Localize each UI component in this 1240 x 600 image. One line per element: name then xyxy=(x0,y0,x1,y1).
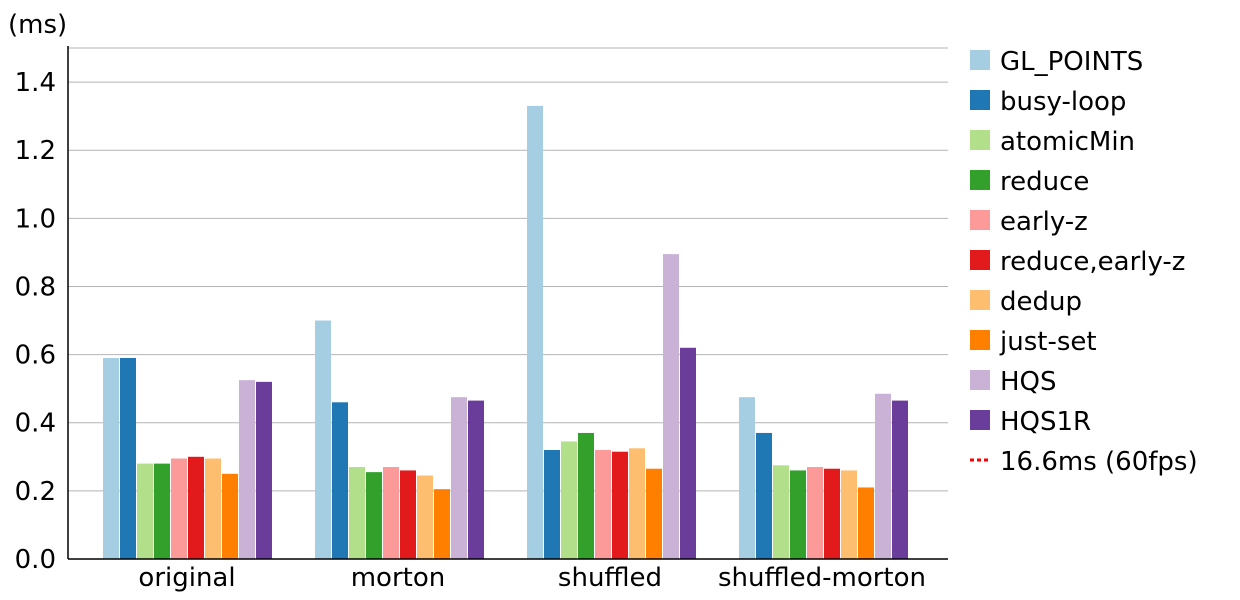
legend-label: reduce xyxy=(1000,167,1089,197)
legend-label: busy-loop xyxy=(1000,87,1126,117)
bar-just-set-original xyxy=(222,473,238,559)
legend-swatch xyxy=(970,90,990,110)
bar-busy-loop-shuffled xyxy=(544,449,560,559)
x-category-label: shuffled-morton xyxy=(718,563,926,593)
legend-label: atomicMin xyxy=(1000,127,1135,157)
bar-just-set-shuffled xyxy=(646,468,662,559)
bar-reduce-early-z-original xyxy=(188,456,204,559)
legend-swatch xyxy=(970,410,990,430)
bar-hqs1r-shuffled-morton xyxy=(892,400,908,559)
bar-reduce-shuffled xyxy=(578,432,594,559)
bar-hqs1r-morton xyxy=(468,400,484,559)
y-tick-label: 0.6 xyxy=(15,341,56,371)
bar-reduce-shuffled-morton xyxy=(790,470,806,559)
legend-label: GL_POINTS xyxy=(1000,47,1143,77)
legend-swatch xyxy=(970,330,990,350)
x-category-label: original xyxy=(138,563,235,593)
bar-hqs-original xyxy=(239,380,255,559)
legend-swatch xyxy=(970,130,990,150)
bar-reduce-early-z-shuffled-morton xyxy=(824,468,840,559)
bars xyxy=(103,105,908,559)
bar-dedup-morton xyxy=(417,475,433,559)
legend-label: just-set xyxy=(999,327,1097,357)
legend-swatch xyxy=(970,170,990,190)
bar-reduce-early-z-shuffled xyxy=(612,451,628,559)
y-tick-label: 0.4 xyxy=(15,409,56,439)
bar-reduce-early-z-morton xyxy=(400,470,416,559)
legend-label: HQS xyxy=(1000,367,1057,397)
bar-gl-points-shuffled-morton xyxy=(739,397,755,559)
bar-atomicmin-shuffled-morton xyxy=(773,465,789,559)
bar-just-set-morton xyxy=(434,489,450,559)
y-tick-label: 0.8 xyxy=(15,272,56,302)
legend-swatch xyxy=(970,50,990,70)
bar-hqs-morton xyxy=(451,397,467,559)
y-tick-label: 0.2 xyxy=(15,477,56,507)
bar-gl-points-morton xyxy=(315,320,331,559)
bar-dedup-original xyxy=(205,458,221,559)
legend-swatch xyxy=(970,370,990,390)
y-tick-label: 1.2 xyxy=(15,136,56,166)
y-unit-label: (ms) xyxy=(8,10,67,40)
legend-label: early-z xyxy=(1000,207,1088,237)
legend-label-reference: 16.6ms (60fps) xyxy=(1000,447,1198,477)
legend-swatch xyxy=(970,250,990,270)
bar-atomicmin-shuffled xyxy=(561,441,577,559)
x-category-label: morton xyxy=(351,563,446,593)
bar-hqs-shuffled-morton xyxy=(875,393,891,559)
bar-reduce-original xyxy=(154,463,170,559)
y-tick-label: 1.0 xyxy=(15,204,56,234)
y-tick-label: 0.0 xyxy=(15,545,56,575)
bar-early-z-shuffled-morton xyxy=(807,467,823,559)
bar-early-z-morton xyxy=(383,467,399,559)
bar-gl-points-original xyxy=(103,358,119,559)
bar-just-set-shuffled-morton xyxy=(858,487,874,559)
bar-busy-loop-original xyxy=(120,358,136,559)
bar-busy-loop-shuffled-morton xyxy=(756,432,772,559)
legend-label: reduce,early-z xyxy=(1000,247,1185,277)
gridlines xyxy=(68,47,948,492)
legend-label: HQS1R xyxy=(1000,407,1091,437)
legend-swatch xyxy=(970,290,990,310)
bar-dedup-shuffled-morton xyxy=(841,470,857,559)
legend: GL_POINTS busy-loop atomicMin reduce early-z… xyxy=(970,47,1198,477)
bar-dedup-shuffled xyxy=(629,448,645,559)
bar-reduce-morton xyxy=(366,472,382,559)
y-tick-label: 1.4 xyxy=(15,68,56,98)
bar-hqs1r-shuffled xyxy=(680,347,696,559)
bar-hqs1r-original xyxy=(256,381,272,559)
bar-atomicmin-original xyxy=(137,463,153,559)
bar-early-z-original xyxy=(171,458,187,559)
legend-label: dedup xyxy=(1000,287,1082,317)
bar-hqs-shuffled xyxy=(663,254,679,559)
axes: 0.0 0.2 0.4 0.6 0.8 1.0 1.2 1.4 (ms) original mort… xyxy=(8,10,948,593)
legend-swatch xyxy=(970,210,990,230)
bar-atomicmin-morton xyxy=(349,467,365,559)
x-category-label: shuffled xyxy=(558,563,662,593)
bar-busy-loop-morton xyxy=(332,402,348,559)
bar-early-z-shuffled xyxy=(595,449,611,559)
bar-gl-points-shuffled xyxy=(527,105,543,559)
